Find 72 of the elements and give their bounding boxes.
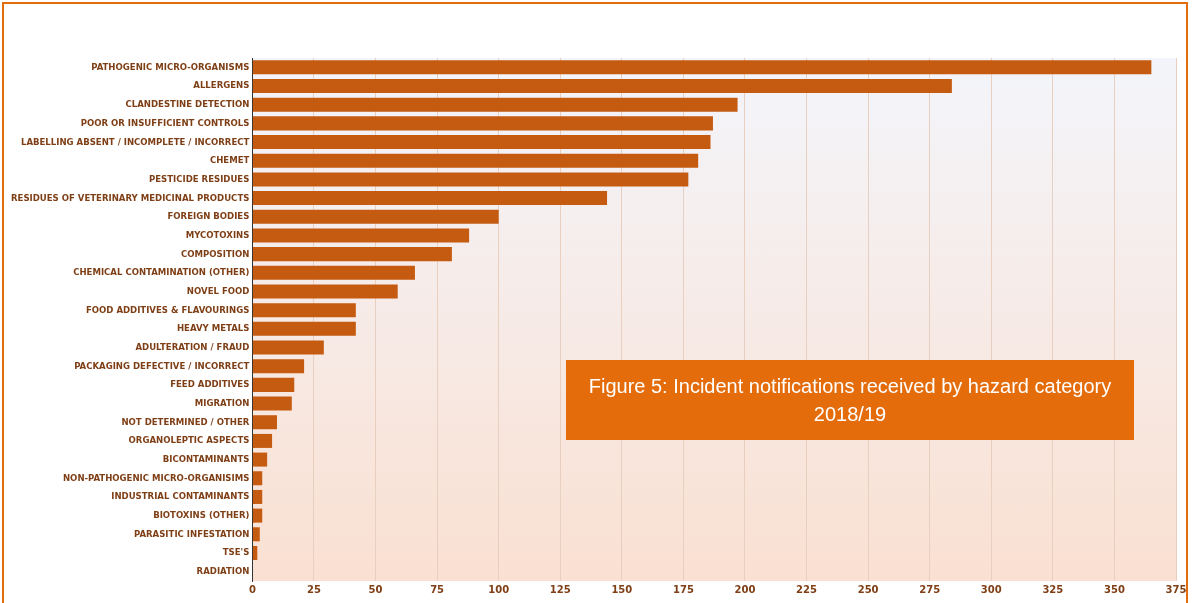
- x-tick-label: 325: [1042, 583, 1064, 595]
- bar: [252, 172, 689, 187]
- bar: [252, 545, 258, 560]
- bar: [252, 247, 452, 262]
- bar: [252, 396, 292, 411]
- text: Figure 5: Incident notifications received by hazard category 2018/19: [566, 360, 1134, 440]
- y-tick-label: TSE'S: [222, 546, 250, 558]
- y-tick-label: FOREIGN BODIES: [167, 210, 250, 222]
- x-tick-label: 25: [306, 583, 321, 595]
- bar: [252, 321, 356, 336]
- x-tick-label: 50: [368, 583, 383, 595]
- bar: [252, 153, 699, 168]
- y-tick-label: PESTICIDE RESIDUES: [148, 172, 250, 184]
- y-tick-label: NON-PATHOGENIC MICRO-ORGANISIMS: [62, 471, 250, 483]
- y-tick-label: PATHOGENIC MICRO-ORGANISMS: [91, 60, 250, 72]
- y-tick-label: FOOD ADDITIVES & FLAVOURINGS: [85, 303, 250, 315]
- y-tick-label: BICONTAMINANTS: [162, 453, 250, 465]
- bar: [252, 60, 1152, 75]
- y-tick-label: ALLERGENS: [193, 79, 250, 91]
- x-tick-label: 75: [430, 583, 445, 595]
- bar: [252, 265, 415, 280]
- bar: [252, 433, 273, 448]
- y-tick-label: ORGANOLEPTIC ASPECTS: [128, 434, 250, 446]
- bar: [252, 191, 608, 206]
- y-tick-label: RADIATION: [196, 565, 250, 577]
- bar: [252, 79, 952, 94]
- y-tick-label: CHEMICAL CONTAMINATION (OTHER): [73, 266, 250, 278]
- x-tick-label: 125: [549, 583, 571, 595]
- bar: [252, 489, 263, 504]
- x-tick-label: 375: [1165, 583, 1187, 595]
- bar: [252, 284, 398, 299]
- y-tick-label: NOT DETERMINED / OTHER: [121, 415, 250, 427]
- bar: [252, 471, 263, 486]
- y-tick-label: RESIDUES OF VETERINARY MEDICINAL PRODUCTS: [10, 191, 250, 203]
- y-tick-label: INDUSTRIAL CONTAMINANTS: [111, 490, 250, 502]
- x-tick-label: 175: [672, 583, 694, 595]
- bar: [252, 228, 470, 243]
- y-tick-label: MIGRATION: [194, 397, 250, 409]
- y-tick-label: CHEMET: [209, 154, 250, 166]
- bar: [252, 303, 356, 318]
- x-tick-label: 100: [488, 583, 510, 595]
- x-tick-label: 250: [857, 583, 879, 595]
- bar: [252, 209, 499, 224]
- y-tick-label: POOR OR INSUFFICIENT CONTROLS: [80, 116, 250, 128]
- x-tick-label: 200: [734, 583, 756, 595]
- y-tick-label: ADULTERATION / FRAUD: [135, 340, 250, 352]
- x-tick-label: 350: [1103, 583, 1125, 595]
- y-tick-label: MYCOTOXINS: [185, 228, 250, 240]
- y-tick-label: PACKAGING DEFECTIVE / INCORRECT: [74, 359, 250, 371]
- y-tick-label: BIOTOXINS (OTHER): [153, 509, 250, 521]
- bar: [252, 97, 738, 112]
- y-tick-label: PARASITIC INFESTATION: [134, 527, 250, 539]
- x-tick-label: 0: [248, 583, 256, 595]
- bar: [252, 377, 295, 392]
- x-tick-label: 150: [611, 583, 633, 595]
- bar: [252, 359, 305, 374]
- x-tick-label: 275: [919, 583, 941, 595]
- bar: [252, 452, 268, 467]
- y-tick-label: LABELLING ABSENT / INCOMPLETE / INCORRECT: [20, 135, 250, 147]
- bar: [252, 116, 713, 131]
- bar: [252, 340, 324, 355]
- y-tick-label: HEAVY METALS: [176, 322, 250, 334]
- x-tick-label: 300: [980, 583, 1002, 595]
- x-tick-label: 225: [796, 583, 818, 595]
- bar: [252, 415, 278, 430]
- bar: [252, 527, 260, 542]
- bar: [252, 508, 263, 523]
- bar: [252, 135, 711, 150]
- y-tick-label: NOVEL FOOD: [186, 284, 250, 296]
- y-tick-label: FEED ADDITIVES: [170, 378, 250, 390]
- y-tick-label: CLANDESTINE DETECTION: [125, 98, 250, 110]
- y-tick-label: COMPOSITION: [181, 247, 250, 259]
